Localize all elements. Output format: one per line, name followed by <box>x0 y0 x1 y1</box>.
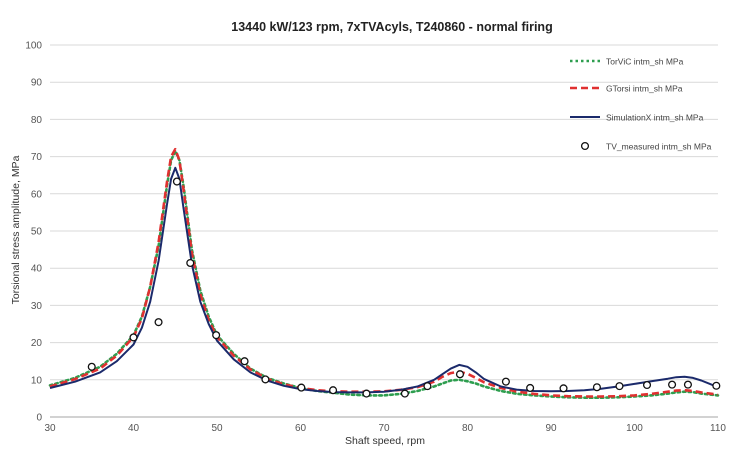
measured-point <box>668 380 677 389</box>
measured-point <box>212 331 221 340</box>
y-tick-label: 50 <box>31 227 43 238</box>
y-tick-label: 10 <box>31 375 43 386</box>
y-axis-label: Torsional stress amplitude, MPa <box>10 155 22 304</box>
measured-point <box>683 380 692 389</box>
y-tick-label: 100 <box>25 41 42 52</box>
measured-markers <box>87 177 721 398</box>
x-tick-label: 110 <box>710 423 726 434</box>
legend-item: GTorsi intm_sh MPa <box>570 84 683 94</box>
x-tick-label: 80 <box>462 423 474 434</box>
y-tick-label: 70 <box>31 152 43 163</box>
legend-item: TorViC intm_sh MPa <box>570 57 684 67</box>
series-line-2 <box>49 166 719 394</box>
y-tick-label: 30 <box>31 301 43 312</box>
legend-item: SimulationX intm_sh MPa <box>570 113 704 123</box>
y-tick-label: 90 <box>31 78 43 89</box>
measured-point <box>329 386 338 395</box>
x-tick-label: 30 <box>44 423 56 434</box>
y-tick-label: 20 <box>31 338 43 349</box>
legend-label: GTorsi intm_sh MPa <box>606 84 683 94</box>
measured-point <box>642 380 652 390</box>
legend: TorViC intm_sh MPa GTorsi intm_sh MPa Simu… <box>570 57 712 152</box>
x-tick-label: 70 <box>378 423 390 434</box>
measured-point <box>240 357 249 366</box>
measured-point <box>129 333 138 342</box>
measured-point <box>362 389 371 398</box>
y-tick-label: 0 <box>36 413 42 424</box>
measured-point <box>297 383 306 392</box>
x-axis-label: Shaft speed, rpm <box>345 435 425 447</box>
measured-point <box>592 383 601 392</box>
measured-point <box>455 370 465 379</box>
measured-point <box>423 382 432 391</box>
y-tick-label: 80 <box>31 115 43 126</box>
x-tick-label: 60 <box>295 423 307 434</box>
axes: 0 10 20 30 40 50 60 70 80 90 100 30 40 50 60 70 80 90 100 1… <box>25 41 726 435</box>
measured-point <box>615 382 624 391</box>
y-tick-label: 40 <box>31 264 43 275</box>
measured-point <box>154 318 163 327</box>
series-lines <box>48 147 720 399</box>
measured-point <box>172 177 181 186</box>
series-line-1 <box>49 147 719 398</box>
chart-title: 13440 kW/123 rpm, 7xTVAcyls, T240860 - n… <box>231 20 552 34</box>
x-tick-label: 90 <box>545 423 557 434</box>
measured-point <box>261 375 270 384</box>
measured-point <box>400 389 409 398</box>
measured-point <box>559 384 568 393</box>
x-tick-label: 50 <box>211 423 223 434</box>
y-tick-label: 60 <box>31 189 43 200</box>
gridlines <box>50 44 718 418</box>
legend-label: TV_measured intm_sh MPa <box>606 142 712 152</box>
measured-point <box>526 383 535 393</box>
x-tick-label: 100 <box>626 423 643 434</box>
series-line-0 <box>48 149 720 399</box>
legend-label: TorViC intm_sh MPa <box>606 57 684 67</box>
measured-point <box>501 377 510 386</box>
measured-point <box>712 381 721 390</box>
measured-point <box>186 258 195 268</box>
legend-item: TV_measured intm_sh MPa <box>580 141 712 152</box>
x-tick-label: 40 <box>128 423 140 434</box>
legend-marker <box>580 141 590 151</box>
measured-point <box>87 362 96 371</box>
legend-label: SimulationX intm_sh MPa <box>606 113 704 123</box>
